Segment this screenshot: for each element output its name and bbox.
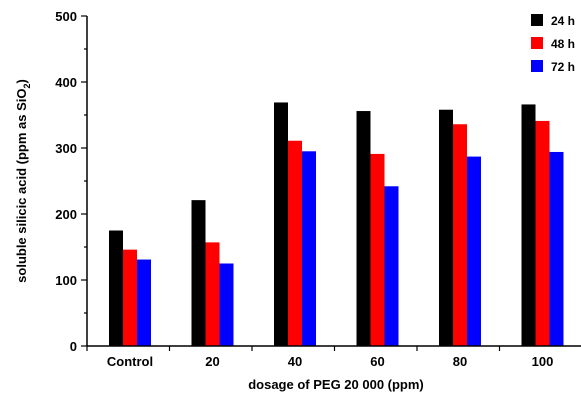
legend-swatch-72h: [531, 60, 543, 72]
bar-72h-40: [302, 151, 316, 346]
x-tick-label: 20: [205, 354, 219, 369]
axes-group: [86, 16, 581, 347]
bar-24h-80: [439, 109, 453, 346]
bar-24h-20: [191, 200, 206, 346]
y-axis-title-end: ): [14, 79, 29, 83]
y-tick-label: 100: [55, 273, 77, 288]
y-tick-label: 300: [55, 141, 77, 156]
bar-24h-60: [356, 111, 371, 346]
y-axis-title: soluble silicic acid (ppm as SiO2): [14, 79, 32, 283]
x-ticks-group: Control 20 40 60 80 100: [86, 346, 554, 369]
bar-72h-100: [549, 151, 564, 346]
bar-72h-control: [137, 259, 151, 346]
bars-group: [109, 102, 564, 347]
x-tick-label: 40: [288, 354, 302, 369]
x-tick-label: 80: [453, 354, 467, 369]
legend-swatch-24h: [531, 14, 543, 26]
x-tick-label: Control: [107, 354, 153, 369]
bar-72h-20: [219, 263, 234, 346]
y-ticks-group: 0 100 200 300 400 500: [55, 9, 87, 354]
bar-48h-control: [123, 249, 137, 346]
x-axis-title: dosage of PEG 20 000 (ppm): [248, 377, 424, 392]
bar-24h-control: [109, 230, 123, 346]
legend-label-48h: 48 h: [551, 37, 575, 51]
legend: 24 h 48 h 72 h: [531, 14, 575, 74]
legend-label-72h: 72 h: [551, 60, 575, 74]
y-axis-title-main: soluble silicic acid (ppm as SiO: [14, 89, 29, 283]
y-tick-label: 500: [55, 9, 77, 24]
bar-24h-100: [521, 104, 536, 346]
bar-24h-40: [274, 102, 288, 347]
y-tick-label: 400: [55, 75, 77, 90]
bar-48h-60: [370, 153, 385, 346]
y-tick-label: 200: [55, 207, 77, 222]
y-tick-label: 0: [70, 339, 77, 354]
bar-48h-100: [535, 120, 550, 346]
bar-72h-80: [467, 156, 481, 346]
bar-72h-60: [384, 186, 399, 346]
bar-48h-40: [288, 140, 302, 346]
x-tick-label: 100: [532, 354, 554, 369]
legend-label-24h: 24 h: [551, 14, 575, 28]
bar-48h-80: [453, 124, 467, 347]
x-tick-label: 60: [370, 354, 384, 369]
y-axis-title-subscript: 2: [22, 83, 32, 88]
legend-swatch-48h: [531, 37, 543, 49]
bar-48h-20: [205, 242, 220, 346]
